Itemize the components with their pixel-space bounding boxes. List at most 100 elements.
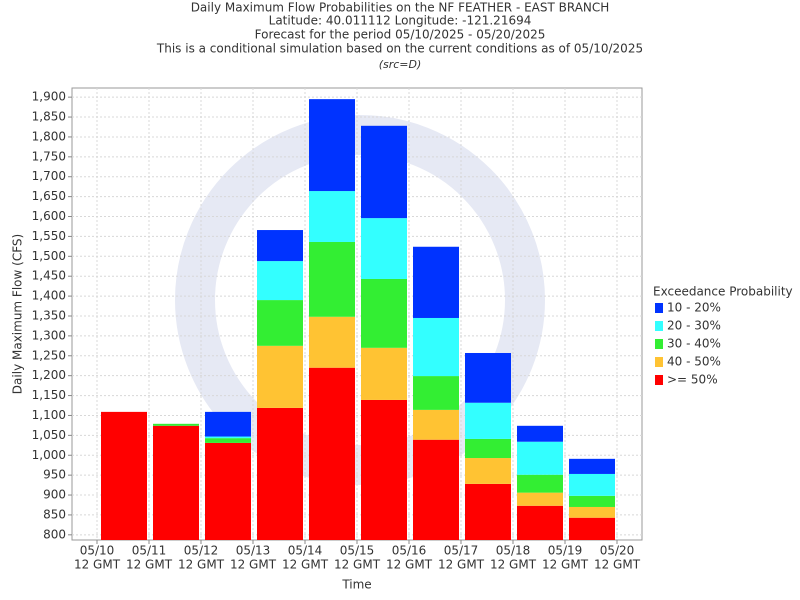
y-tick-label: 1,800	[32, 129, 66, 143]
bar-segment	[205, 411, 251, 437]
legend-title: Exceedance Probability	[653, 285, 793, 299]
bar-segment	[413, 376, 459, 410]
x-tick-label: 05/16	[392, 544, 427, 558]
x-tick-label: 12 GMT	[282, 558, 329, 572]
x-tick-label: 05/10	[80, 544, 115, 558]
bar-segment	[413, 439, 459, 540]
bar-segment	[569, 458, 615, 474]
bar-segment	[309, 191, 355, 242]
y-tick-label: 1,150	[32, 388, 66, 402]
bar-segment	[465, 352, 511, 403]
bar-segment	[465, 458, 511, 484]
title-line: Forecast for the period 05/10/2025 - 05/…	[255, 28, 546, 42]
bar-segment	[517, 441, 563, 475]
legend-swatch	[655, 321, 663, 331]
x-tick-label: 12 GMT	[126, 558, 173, 572]
x-tick-label: 12 GMT	[334, 558, 381, 572]
bar-segment	[517, 425, 563, 442]
x-tick-label: 05/14	[288, 544, 323, 558]
y-tick-label: 900	[43, 488, 66, 502]
bar-segment	[361, 218, 407, 279]
y-tick-label: 1,500	[32, 249, 66, 263]
bar-segment	[309, 367, 355, 540]
x-tick-label: 05/11	[132, 544, 167, 558]
bar-segment	[361, 278, 407, 348]
legend-swatch	[655, 375, 663, 385]
bar-segment	[361, 125, 407, 219]
bar-segment	[413, 317, 459, 377]
bar-segment	[413, 409, 459, 440]
bar-segment	[413, 246, 459, 318]
bar-segment	[257, 300, 303, 346]
x-tick-label: 12 GMT	[230, 558, 277, 572]
x-tick-label: 12 GMT	[490, 558, 537, 572]
bar-segment	[205, 442, 251, 540]
bar-segment	[205, 436, 251, 439]
bar-segment	[153, 425, 199, 540]
bar-segment	[465, 402, 511, 439]
y-tick-label: 1,600	[32, 209, 66, 223]
legend-label: 10 - 20%	[667, 301, 721, 315]
y-tick-label: 1,850	[32, 110, 66, 124]
y-tick-label: 1,650	[32, 189, 66, 203]
legend-label: 20 - 30%	[667, 319, 721, 333]
legend-label: >= 50%	[667, 373, 718, 387]
x-tick-label: 05/12	[184, 544, 219, 558]
title-line: Daily Maximum Flow Probabilities on the …	[191, 1, 610, 15]
x-tick-label: 05/17	[444, 544, 479, 558]
bar-segment	[569, 506, 615, 518]
bar-segment	[517, 474, 563, 493]
bar-segment	[257, 261, 303, 301]
x-tick-label: 12 GMT	[386, 558, 433, 572]
legend-swatch	[655, 339, 663, 349]
bar-segment	[257, 230, 303, 262]
bar-segment	[257, 407, 303, 540]
bar-segment	[205, 438, 251, 443]
y-axis-label: Daily Maximum Flow (CFS)	[11, 234, 25, 394]
bar-segment	[517, 505, 563, 540]
y-tick-label: 1,000	[32, 448, 66, 462]
x-tick-label: 12 GMT	[178, 558, 225, 572]
x-tick-label: 12 GMT	[594, 558, 641, 572]
y-tick-label: 850	[43, 507, 66, 521]
bar-segment	[361, 347, 407, 400]
legend-swatch	[655, 357, 663, 367]
bar-segment	[465, 438, 511, 459]
bar-segment	[309, 241, 355, 317]
y-tick-label: 1,300	[32, 328, 66, 342]
bar-segment	[569, 473, 615, 496]
title-line: (src=D)	[379, 58, 422, 71]
title-line: Latitude: 40.011112 Longitude: -121.2169…	[269, 14, 532, 28]
y-tick-label: 1,350	[32, 308, 66, 322]
title-line: This is a conditional simulation based o…	[156, 42, 643, 56]
y-tick-label: 1,050	[32, 428, 66, 442]
y-tick-label: 1,200	[32, 368, 66, 382]
y-tick-label: 800	[43, 527, 66, 541]
x-tick-label: 05/13	[236, 544, 271, 558]
legend-label: 40 - 50%	[667, 355, 721, 369]
legend-swatch	[655, 303, 663, 313]
x-axis-label: Time	[341, 578, 371, 592]
y-tick-label: 950	[43, 468, 66, 482]
bar-segment	[569, 517, 615, 540]
watermark	[175, 115, 545, 485]
x-tick-label: 12 GMT	[74, 558, 121, 572]
y-tick-label: 1,400	[32, 289, 66, 303]
y-tick-label: 1,750	[32, 149, 66, 163]
bar-segment	[517, 492, 563, 506]
x-tick-label: 12 GMT	[542, 558, 589, 572]
y-tick-label: 1,900	[32, 90, 66, 104]
legend-label: 30 - 40%	[667, 337, 721, 351]
x-tick-label: 12 GMT	[438, 558, 485, 572]
x-tick-label: 05/15	[340, 544, 375, 558]
bar-segment	[361, 399, 407, 540]
y-tick-label: 1,100	[32, 408, 66, 422]
y-tick-label: 1,700	[32, 169, 66, 183]
y-tick-label: 1,550	[32, 229, 66, 243]
x-tick-label: 05/18	[496, 544, 531, 558]
bar-segment	[309, 316, 355, 368]
bar-segment	[569, 495, 615, 507]
y-tick-label: 1,450	[32, 269, 66, 283]
x-tick-label: 05/19	[548, 544, 583, 558]
